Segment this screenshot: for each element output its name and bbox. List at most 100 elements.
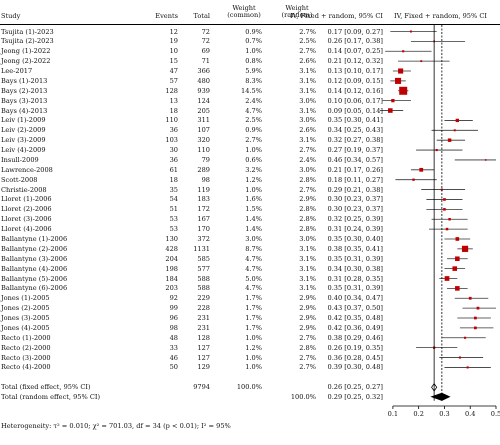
total-value: 72 — [201, 37, 210, 46]
ci-text: 0.35 [0.30, 0.40] — [327, 234, 383, 243]
weight-random-value: 2.7% — [299, 363, 316, 372]
weight-random-value: 2.9% — [299, 294, 316, 303]
study-name: Bays (4)-2013 — [1, 106, 48, 115]
weight-common-value: 4.7% — [245, 254, 262, 263]
x-axis-tick-label: 0.4 — [465, 410, 476, 418]
study-name: Leiv (3)-2009 — [1, 136, 46, 145]
estimate-square — [391, 99, 395, 103]
study-name: Leiv (4)-2009 — [1, 146, 46, 155]
estimate-square — [443, 208, 446, 211]
weight-common-value: 1.4% — [245, 215, 262, 224]
estimate-square — [474, 316, 477, 320]
weight-common-value: 4.7% — [245, 264, 262, 273]
weight-common-value: 4.7% — [245, 284, 262, 293]
ci-text: 0.35 [0.31, 0.39] — [327, 284, 383, 293]
weight-common-value: 5.0% — [245, 274, 262, 283]
total-value: 1131 — [193, 244, 210, 253]
estimate-square — [461, 245, 469, 252]
weight-random-value: 2.7% — [299, 353, 316, 362]
study-name: Jeong (2)-2022 — [1, 57, 51, 66]
weight-common-value: 1.4% — [245, 225, 262, 234]
events-value: 130 — [165, 234, 178, 243]
ci-text: 0.18 [0.11, 0.27] — [327, 175, 383, 184]
study-name: Bays (2)-2013 — [1, 86, 48, 95]
events-value: 18 — [169, 175, 178, 184]
weight-random-value: 2.7% — [299, 333, 316, 342]
header-events: Events — [155, 12, 178, 20]
estimate-square — [398, 68, 404, 74]
events-value: 46 — [169, 353, 178, 362]
weight-common-value: 1.0% — [245, 353, 262, 362]
total-value: 229 — [197, 294, 210, 303]
weight-common-value: 0.9% — [245, 27, 262, 36]
weight-random-value: 2.7% — [299, 146, 316, 155]
events-value: 54 — [169, 195, 178, 204]
total-value: 69 — [201, 47, 210, 56]
ci-text: 0.13 [0.10, 0.17] — [327, 67, 383, 76]
ci-text: 0.31 [0.24, 0.39] — [327, 225, 383, 234]
weight-random-value: 2.8% — [299, 225, 316, 234]
total-value: 588 — [197, 284, 210, 293]
events-value: 53 — [169, 225, 178, 234]
study-name: Ballantyne (1)-2006 — [1, 234, 68, 243]
weight-common-value: 1.0% — [245, 185, 262, 194]
header-rule — [0, 24, 500, 25]
estimate-square — [444, 276, 450, 281]
weight-random-value: 2.6% — [299, 126, 316, 135]
total-value: 72 — [201, 27, 210, 36]
weight-common-value: 2.5% — [245, 116, 262, 125]
events-value: 92 — [169, 294, 178, 303]
events-value: 99 — [169, 304, 178, 313]
ci-text: 0.14 [0.12, 0.16] — [327, 86, 383, 95]
header-total: Total — [193, 12, 210, 20]
header-weight-common: Weight (common) — [227, 4, 261, 20]
total-value: 129 — [197, 363, 210, 372]
study-name: Scott-2008 — [1, 175, 38, 184]
weight-random-value: 3.1% — [299, 106, 316, 115]
estimate-square — [474, 326, 477, 330]
estimate-square — [476, 306, 480, 310]
summary-label: Total (fixed effect, 95% CI) — [1, 383, 91, 392]
weight-common-value: 0.7% — [245, 37, 262, 46]
study-name: Jones (3)-2005 — [1, 314, 50, 323]
weight-random-value: 3.1% — [299, 284, 316, 293]
study-name: Ballantyne (5)-2006 — [1, 274, 68, 283]
summary-ci-text: 0.29 [0.25, 0.32] — [327, 392, 383, 401]
weight-common-value: 8.3% — [245, 76, 262, 85]
total-value: 119 — [197, 185, 210, 194]
events-value: 98 — [169, 323, 178, 332]
study-name: Lawrence-2008 — [1, 165, 53, 174]
study-name: Ballantyne (2)-2006 — [1, 244, 68, 253]
estimate-square — [468, 296, 472, 300]
total-value: 228 — [197, 304, 210, 313]
total-value: 128 — [197, 333, 210, 342]
total-value: 231 — [197, 314, 210, 323]
weight-random-value: 2.4% — [299, 155, 316, 164]
weight-random-value: 2.6% — [299, 57, 316, 66]
weight-common-value: 14.5% — [241, 86, 262, 95]
summary-label: Total (random effect, 95% CI) — [1, 392, 101, 401]
total-value: 98 — [201, 175, 210, 184]
random-effect-diamond — [430, 392, 451, 401]
weight-random-value: 3.1% — [299, 67, 316, 76]
ci-text: 0.21 [0.17, 0.26] — [327, 165, 383, 174]
weight-common-value: 1.0% — [245, 363, 262, 372]
total-value: 366 — [197, 67, 210, 76]
ci-text: 0.42 [0.36, 0.49] — [327, 323, 383, 332]
ci-text: 0.39 [0.30, 0.48] — [327, 363, 383, 372]
study-name: Leiv (2)-2009 — [1, 126, 46, 135]
weight-random-value: 2.7% — [299, 185, 316, 194]
total-value: 170 — [197, 225, 210, 234]
weight-common-value: 0.9% — [245, 126, 262, 135]
weight-random-value: 2.9% — [299, 304, 316, 313]
header-plot: IV, Fixed + random, 95% CI — [393, 12, 487, 20]
weight-common-value: 0.6% — [245, 155, 262, 164]
total-value: 585 — [197, 254, 210, 263]
events-value: 36 — [169, 126, 178, 135]
total-value: 107 — [197, 126, 210, 135]
weight-random-value: 3.0% — [299, 96, 316, 105]
x-axis-tick-label: 0.3 — [439, 410, 450, 418]
estimate-square — [458, 356, 461, 359]
weight-common-value: 8.7% — [245, 244, 262, 253]
